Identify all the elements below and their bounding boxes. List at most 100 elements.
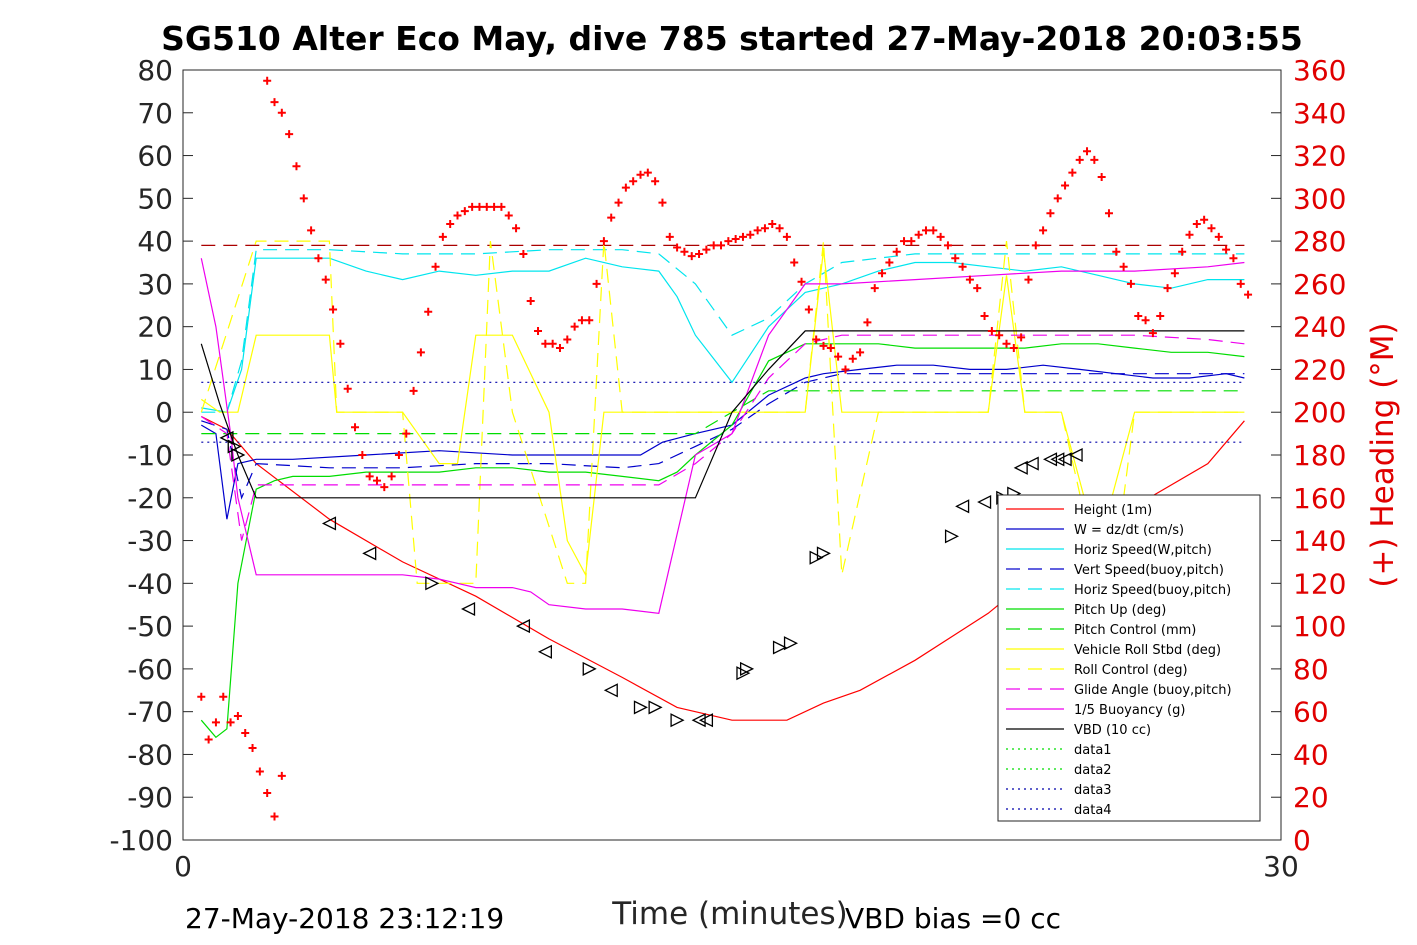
heading-point [563,335,572,344]
depth-marker [739,661,755,676]
legend-label: Vehicle Roll Stbd (deg) [1074,643,1221,658]
heading-point [856,348,865,357]
heading-point [1222,245,1231,254]
heading-point [1017,333,1026,342]
heading-point [519,249,528,258]
legend-label: W = dz/dt (cm/s) [1074,523,1184,538]
heading-point [921,226,930,235]
heading-layer [197,76,1253,821]
x-axis-label: Time (minutes) [611,896,847,932]
heading-point [343,384,352,393]
heading-point [607,213,616,222]
series-vspeed_buoy [201,373,1245,500]
heading-point [204,735,213,744]
series-vbd [200,330,1245,499]
heading-point [951,254,960,263]
y-right-tick-label: 20 [1293,781,1329,814]
y-tick-label: -50 [127,610,173,643]
legend-label: Vert Speed(buoy,pitch) [1074,563,1224,578]
heading-point [1244,290,1253,299]
depth-marker [736,666,751,681]
heading-point [482,202,491,211]
heading-point [321,275,330,284]
heading-point [241,729,250,738]
y-right-tick-label: 60 [1293,696,1329,729]
depth-marker [955,499,970,514]
heading-point [929,226,938,235]
y-right-tick-label: 180 [1293,439,1346,472]
heading-point [834,352,843,361]
y-right-tick-label: 320 [1293,140,1346,173]
heading-point [1024,275,1033,284]
heading-point [490,202,499,211]
heading-point [277,771,286,780]
heading-point [804,305,813,314]
heading-point [709,241,718,250]
heading-point [526,297,535,305]
heading-point [497,202,506,211]
heading-point [314,254,323,263]
heading-point [980,311,989,320]
heading-point [380,483,389,492]
heading-point [731,234,740,243]
heading-point [475,202,484,211]
series-glide [200,334,1245,541]
heading-point [1053,194,1062,203]
depth-marker [698,713,714,728]
heading-point [431,262,440,271]
footer-timestamp: 27-May-2018 23:12:19 [185,902,504,935]
depth-marker [1042,452,1058,467]
depth-marker [582,661,597,676]
y-right-tick-label: 360 [1293,54,1346,87]
heading-point [534,326,543,335]
heading-point [512,224,521,233]
heading-point [1170,269,1179,278]
heading-point [848,354,857,363]
heading-point [219,692,228,701]
heading-point [468,202,477,211]
heading-point [394,451,403,459]
heading-point [1156,311,1165,320]
heading-point [1002,339,1011,348]
heading-point [453,211,462,220]
heading-point [812,335,821,344]
heading-point [402,429,411,438]
heading-point [555,344,564,353]
y-tick-label: -40 [127,567,173,600]
heading-point [585,316,594,325]
heading-point [746,230,755,239]
heading-point [592,279,601,288]
heading-point [658,198,667,207]
axis-layer: 80706050403020100-10-20-30-40-50-60-70-8… [109,54,1346,883]
chart-title: SG510 Alter Eco May, dive 785 started 27… [161,19,1303,58]
depth-marker [537,644,552,659]
legend-label: Height (1m) [1074,503,1152,518]
heading-point [878,269,887,278]
heading-point [1148,329,1157,338]
heading-point [724,237,733,246]
heading-point [936,232,945,241]
heading-point [973,284,982,293]
legend-label: Horiz Speed(buoy,pitch) [1074,583,1231,598]
heading-point [1119,262,1128,271]
heading-point [263,76,272,85]
heading-point [270,98,279,107]
y-right-tick-label: 80 [1293,653,1329,686]
legend-label: Pitch Control (mm) [1074,623,1196,638]
y-tick-label: -70 [127,696,173,729]
heading-point [826,344,835,353]
y-right-tick-label: 240 [1293,311,1346,344]
y-right-tick-label: 200 [1293,396,1346,429]
depth-marker [783,636,799,651]
y-right-tick-label: 40 [1293,738,1329,771]
series-buoy [200,258,1245,614]
heading-point [673,243,682,252]
legend-label: data1 [1074,743,1112,758]
y-tick-label: 50 [137,182,173,215]
series-hspeed_buoy [201,249,1245,413]
heading-point [1083,147,1092,156]
heading-point [577,316,586,325]
y-tick-label: 20 [137,311,173,344]
legend-label: Roll Control (deg) [1074,663,1188,678]
